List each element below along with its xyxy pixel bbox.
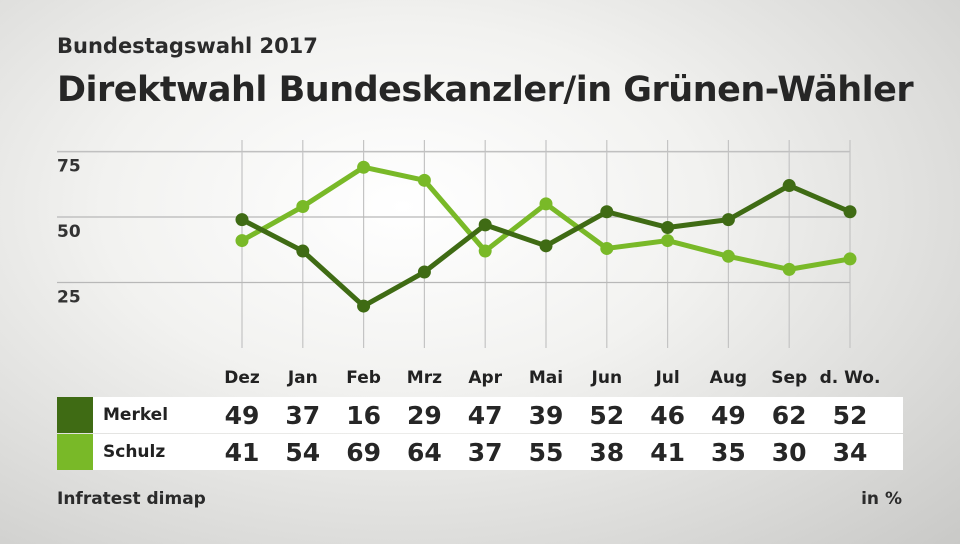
data-point-merkel [539, 239, 553, 253]
data-point-merkel [661, 220, 675, 234]
data-point-schulz [417, 173, 431, 187]
chart-supertitle: Bundestagswahl 2017 [57, 34, 318, 58]
data-point-merkel [782, 179, 796, 193]
data-value-label: 49 [224, 401, 260, 430]
x-tick-label: Mai [529, 368, 563, 388]
data-point-merkel [235, 213, 249, 227]
y-tick-label: 50 [57, 222, 81, 242]
data-point-merkel [478, 218, 492, 232]
x-tick-label: Jun [591, 368, 623, 388]
data-point-schulz [843, 252, 857, 266]
x-tick-label: Jan [287, 368, 318, 388]
x-tick-label: Aug [710, 368, 747, 388]
data-value-label: 41 [650, 438, 685, 467]
data-point-merkel [296, 244, 310, 258]
data-value-label: 30 [771, 438, 807, 467]
data-value-label: 37 [467, 438, 503, 467]
series-name-label: Schulz [103, 442, 166, 462]
data-point-merkel [843, 205, 857, 219]
chart-title: Direktwahl Bundeskanzler/in Grünen-Wähle… [57, 70, 914, 110]
data-value-label: 38 [589, 438, 625, 467]
data-value-label: 54 [285, 438, 321, 467]
data-point-schulz [600, 241, 614, 255]
series-points [235, 160, 857, 313]
data-value-label: 34 [832, 438, 868, 467]
data-value-label: 49 [710, 401, 746, 430]
data-value-label: 55 [528, 438, 564, 467]
x-tick-label: Sep [771, 368, 807, 388]
x-tick-label: Mrz [407, 368, 442, 388]
chart-grid [57, 140, 851, 348]
data-point-schulz [782, 262, 796, 276]
data-value-label: 46 [650, 401, 685, 430]
y-axis-ticks: 25 50 75 [57, 157, 81, 308]
data-point-merkel [417, 265, 431, 279]
unit-label: in % [861, 489, 902, 509]
data-value-label: 39 [528, 401, 564, 430]
source-label: Infratest dimap [57, 489, 206, 509]
table-row-background [93, 434, 903, 470]
legend-swatch [57, 434, 93, 470]
values-table: Merkel 49 37 16 29 47 39 52 46 49 62 52 Schulz 41 54 69… [57, 397, 903, 470]
y-tick-label: 75 [57, 157, 81, 177]
data-value-label: 47 [467, 401, 503, 430]
data-value-label: 62 [771, 401, 807, 430]
data-value-label: 16 [346, 401, 381, 430]
data-value-label: 29 [406, 401, 442, 430]
table-row-background [93, 397, 903, 433]
data-value-label: 64 [406, 438, 442, 467]
data-point-schulz [296, 200, 310, 214]
data-point-merkel [721, 213, 735, 227]
data-point-merkel [357, 299, 371, 313]
data-value-label: 41 [224, 438, 260, 467]
x-tick-label: Dez [224, 368, 260, 388]
table-row-merkel: Merkel 49 37 16 29 47 39 52 46 49 62 52 [57, 397, 903, 433]
x-tick-label: d. Wo. [820, 368, 881, 388]
x-axis-ticks: Dez Jan Feb Mrz Apr Mai Jun Jul Aug Sep d. Wo. [224, 368, 880, 388]
data-point-schulz [235, 234, 249, 248]
data-value-label: 52 [832, 401, 868, 430]
data-point-merkel [600, 205, 614, 219]
data-value-label: 35 [710, 438, 746, 467]
data-point-schulz [539, 197, 553, 211]
x-tick-label: Feb [346, 368, 381, 388]
x-tick-label: Jul [654, 368, 679, 388]
data-point-schulz [661, 234, 675, 248]
legend-swatch [57, 397, 93, 433]
data-value-label: 69 [346, 438, 381, 467]
series-name-label: Merkel [103, 405, 169, 425]
y-tick-label: 25 [57, 288, 81, 308]
x-tick-label: Apr [468, 368, 502, 388]
table-row-schulz: Schulz 41 54 69 64 37 55 38 41 35 30 34 [57, 434, 903, 470]
data-point-schulz [721, 249, 735, 263]
data-value-label: 52 [589, 401, 625, 430]
data-point-schulz [357, 160, 371, 174]
data-point-schulz [478, 244, 492, 258]
data-value-label: 37 [285, 401, 321, 430]
